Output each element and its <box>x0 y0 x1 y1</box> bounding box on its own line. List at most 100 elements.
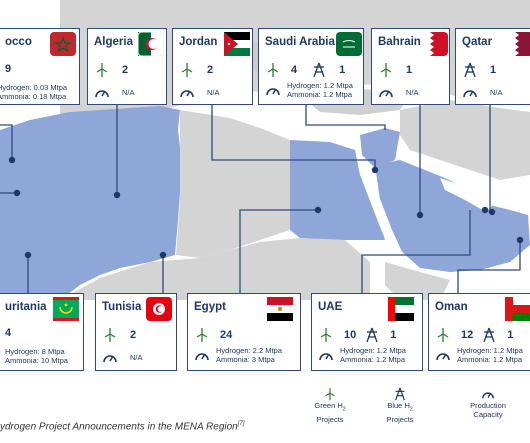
country-name: Oman <box>435 301 468 313</box>
bahrain-flag-icon <box>422 32 448 56</box>
legend-green-label: Green H <box>314 401 343 410</box>
qatar-flag-icon <box>507 32 530 56</box>
egypt-highlight <box>290 140 385 240</box>
green-project-count: 1 <box>406 64 413 76</box>
card-saudi-arabia: Saudi Arabia 4 1 Hydrogen: 1.2 Mtpa Ammo… <box>258 28 364 105</box>
country-name: UAE <box>318 301 343 313</box>
ammonia-capacity: Ammonia: 10 Mtpa <box>5 356 68 365</box>
country-name: Egypt <box>194 301 226 313</box>
card-uae: UAE 10 1 Hydrogen: 1.2 Mtpa Ammonia: 1.2… <box>311 293 423 371</box>
gauge-icon <box>94 84 110 100</box>
tunisia-flag-icon <box>146 297 172 321</box>
figure-caption: ydrogen Project Announcements in the MEN… <box>0 421 244 432</box>
country-name: occo <box>5 36 32 48</box>
gauge-icon <box>179 84 195 100</box>
blue-project-count: 1 <box>507 329 514 341</box>
green-project-count: 10 <box>344 329 357 341</box>
wind-turbine-icon <box>435 327 451 343</box>
jordan-flag-icon <box>224 32 250 56</box>
gauge-icon <box>462 84 478 100</box>
country-name: Bahrain <box>378 36 421 48</box>
ammonia-capacity: Ammonia: 1.2 Mtpa <box>340 355 406 364</box>
blue-project-count: 1 <box>339 64 346 76</box>
gauge-icon <box>378 84 394 100</box>
mauritania-flag-icon <box>53 297 79 321</box>
green-project-count: 9 <box>5 63 12 75</box>
country-name: Algeria <box>94 36 133 48</box>
capacity-na: N/A <box>130 352 143 362</box>
ammonia-capacity: Ammonia: 1.2 Mtpa <box>457 355 523 364</box>
hydrogen-capacity: Hydrogen: 0.03 Mtpa <box>0 83 68 92</box>
card-morocco: occo 9 Hydrogen: 0.03 Mtpa Ammonia: 0.18… <box>0 28 80 105</box>
hydrogen-capacity: Hydrogen: 8 Mtpa <box>5 347 65 356</box>
wind-turbine-icon <box>179 62 195 78</box>
blue-project-count: 1 <box>390 329 397 341</box>
capacity-na: N/A <box>122 87 135 97</box>
morocco-flag-icon <box>50 32 76 56</box>
persian-gulf <box>440 178 492 212</box>
pylon-icon <box>395 387 405 401</box>
gauge-icon <box>435 347 451 363</box>
ammonia-capacity: Ammonia: 1.2 Mtpa <box>287 90 353 99</box>
card-egypt: Egypt 24 Hydrogen: 2.2 Mtpa Ammonia: 3 M… <box>187 293 301 371</box>
gauge-icon <box>318 347 334 363</box>
green-project-count: 24 <box>220 329 233 341</box>
algeria-flag-icon <box>138 32 164 56</box>
wind-turbine-icon <box>194 327 210 343</box>
pylon-icon <box>311 62 327 78</box>
card-bahrain: Bahrain 1 N/A <box>371 28 450 105</box>
hydrogen-capacity: Hydrogen: 1.2 Mtpa <box>287 81 353 90</box>
legend-blue-projects: Blue H2 Projects <box>375 387 425 424</box>
hydrogen-capacity: Hydrogen: 1.2 Mtpa <box>340 346 406 355</box>
ammonia-capacity: Ammonia: 0.18 Mtpa <box>0 92 67 101</box>
wind-turbine-icon <box>378 62 394 78</box>
uae-flag-icon <box>388 297 414 321</box>
legend-green-sub: 2 <box>342 406 346 413</box>
libya-landmass <box>176 110 290 258</box>
ammonia-capacity: Ammonia: 3 Mtpa <box>216 355 275 364</box>
green-project-count: 2 <box>122 64 129 76</box>
saudi-arabia-flag-icon <box>336 32 362 56</box>
capacity-na: N/A <box>490 87 503 97</box>
legend-capacity-label: Production <box>470 401 506 410</box>
wind-turbine-icon <box>318 327 334 343</box>
legend-production-capacity: Production Capacity <box>448 387 528 419</box>
wind-turbine-icon <box>94 62 110 78</box>
legend-blue-label2: Projects <box>386 414 414 424</box>
gauge-icon <box>482 392 494 399</box>
legend-blue-sub: 2 <box>409 406 413 413</box>
egypt-flag-icon <box>267 297 293 321</box>
card-algeria: Algeria 2 N/A <box>87 28 167 105</box>
pylon-icon <box>481 327 497 343</box>
hydrogen-capacity: Hydrogen: 2.2 Mtpa <box>216 346 282 355</box>
legend-green-projects: Green H2 Projects <box>305 387 355 424</box>
levant-highlight <box>360 128 400 168</box>
green-project-count: 4 <box>291 64 298 76</box>
caption-reference: [7] <box>237 421 245 427</box>
maghreb-highlight <box>0 106 182 305</box>
capacity-na: N/A <box>406 87 419 97</box>
legend-blue-label: Blue H <box>387 401 410 410</box>
green-project-count: 2 <box>207 64 214 76</box>
location-markers <box>8 156 524 259</box>
connector-lines <box>0 105 521 295</box>
legend-capacity-label2: Capacity <box>473 410 503 419</box>
capacity-na: N/A <box>207 87 220 97</box>
gauge-icon <box>265 82 281 98</box>
legend-green-label2: Projects <box>316 414 344 424</box>
horn-landmass <box>385 262 450 300</box>
gauge-icon <box>194 347 210 363</box>
iran-landmass <box>400 100 530 180</box>
wind-turbine-icon <box>265 62 281 78</box>
arabia-highlight <box>375 160 530 272</box>
card-jordan: Jordan 2 N/A <box>172 28 253 105</box>
hydrogen-capacity: Hydrogen: 1.2 Mtpa <box>457 346 523 355</box>
card-oman: Oman 12 1 Hydrogen: 1.2 Mtpa Ammonia: 1.… <box>428 293 530 371</box>
country-name: Tunisia <box>102 301 142 313</box>
green-project-count: 4 <box>5 327 12 339</box>
country-name: uritania <box>5 301 47 313</box>
country-name: Jordan <box>179 36 218 48</box>
country-name: Qatar <box>462 36 493 48</box>
pylon-icon <box>364 327 380 343</box>
wind-turbine-icon <box>102 327 118 343</box>
